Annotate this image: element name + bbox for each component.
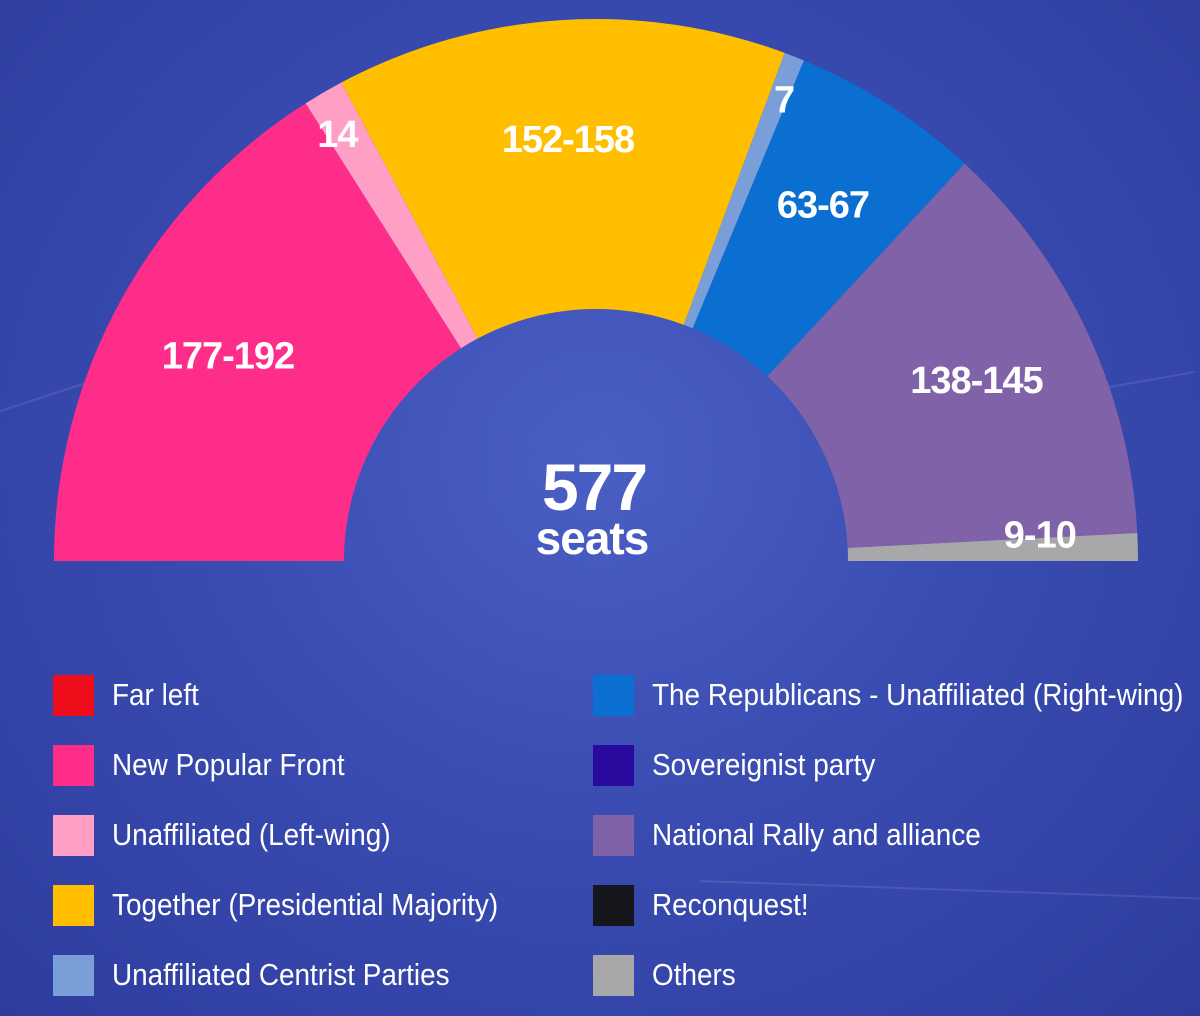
- legend-item: Sovereignist party: [593, 730, 1200, 800]
- legend-right-column: The Republicans - Unaffiliated (Right-wi…: [593, 660, 1200, 1010]
- segment-0: [54, 103, 461, 561]
- segment-label-0: 177-192: [162, 336, 294, 378]
- legend-item: Unaffiliated Centrist Parties: [53, 940, 541, 1010]
- segment-4: [692, 60, 965, 377]
- legend-swatch: [593, 674, 634, 716]
- legend-swatch: [593, 884, 634, 926]
- segment-label-1: 14: [317, 114, 358, 156]
- segment-2: [341, 19, 785, 339]
- segment-1: [305, 82, 478, 349]
- legend-label: Together (Presidential Majority): [112, 887, 499, 922]
- legend-label: Sovereignist party: [652, 747, 876, 782]
- legend-label: National Rally and alliance: [652, 817, 981, 852]
- legend-item: Unaffiliated (Left-wing): [53, 800, 541, 870]
- segment-label-5: 138-145: [910, 360, 1043, 402]
- legend-label: Unaffiliated Centrist Parties: [112, 957, 450, 992]
- legend-label: The Republicans - Unaffiliated (Right-wi…: [652, 677, 1184, 712]
- legend-swatch: [53, 814, 94, 856]
- legend-swatch: [53, 884, 94, 926]
- legend-item: Others: [593, 940, 1200, 1010]
- legend-swatch: [593, 954, 634, 996]
- legend-label: New Popular Front: [112, 747, 345, 782]
- segment-3: [683, 52, 804, 329]
- legend-label: Reconquest!: [652, 887, 809, 922]
- chart-segments: [54, 19, 1138, 561]
- total-seats-unit: seats: [536, 512, 649, 564]
- legend-item: Far left: [53, 660, 541, 730]
- legend-label: Far left: [112, 677, 199, 712]
- segment-label-3: 7: [774, 80, 794, 122]
- legend-item: New Popular Front: [53, 730, 541, 800]
- hemicycle-chart: 177-192 14 152-158 7 63-67 138-145 9-10 577 se…: [54, 19, 1138, 564]
- total-seats-value: 577: [542, 450, 646, 524]
- legend-swatch: [53, 954, 94, 996]
- legend-label: Unaffiliated (Left-wing): [112, 817, 391, 852]
- segment-label-4: 63-67: [777, 185, 869, 227]
- chart-segment-labels: 177-192 14 152-158 7 63-67 138-145 9-10: [162, 80, 1077, 557]
- segment-6: [847, 532, 1138, 561]
- legend-swatch: [53, 744, 94, 786]
- legend-left-column: Far left New Popular Front Unaffiliated …: [53, 660, 541, 1010]
- legend-label: Others: [652, 957, 736, 992]
- legend-item: Reconquest!: [593, 870, 1200, 940]
- segment-label-2: 152-158: [502, 119, 634, 161]
- segment-label-6: 9-10: [1004, 515, 1076, 557]
- legend-item: Together (Presidential Majority): [53, 870, 541, 940]
- segment-5: [767, 163, 1138, 548]
- legend-swatch: [53, 674, 94, 716]
- legend-swatch: [593, 814, 634, 856]
- legend-item: The Republicans - Unaffiliated (Right-wi…: [593, 660, 1200, 730]
- legend-item: National Rally and alliance: [593, 800, 1200, 870]
- legend-swatch: [593, 744, 634, 786]
